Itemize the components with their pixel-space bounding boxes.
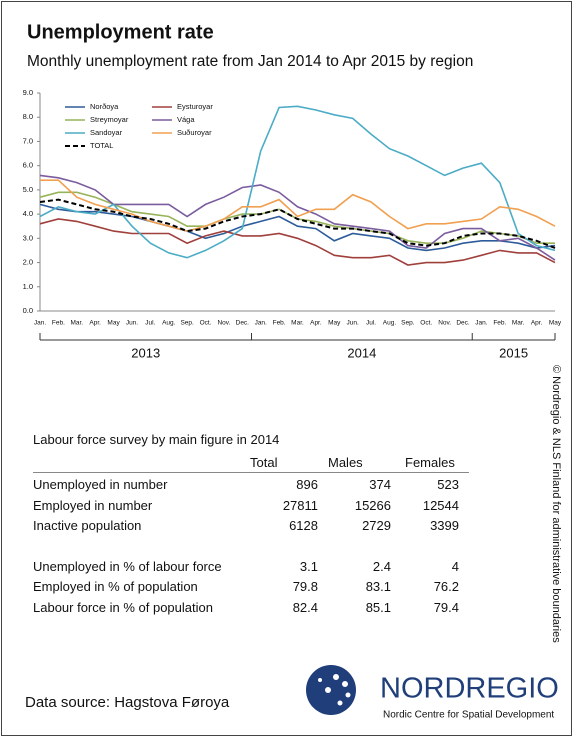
x-tick-label: Feb. — [493, 320, 506, 327]
x-tick-label: Sep. — [180, 320, 194, 327]
table-cell: 2729 — [362, 518, 391, 533]
table-cell: 79.8 — [292, 579, 318, 594]
table-cell: 82.4 — [292, 599, 318, 615]
table-title: Labour force survey by main figure in 20… — [33, 432, 280, 447]
legend-label: Sandoyar — [90, 128, 123, 137]
logo-name: NORDREGIO — [380, 673, 559, 705]
table-cell: 12544 — [422, 497, 459, 513]
logo-emblem — [306, 665, 356, 715]
x-tick-label: Dec. — [456, 320, 470, 327]
series-line — [39, 191, 555, 244]
column-header: Total — [250, 455, 278, 470]
x-tick-label: Jan. — [255, 320, 267, 327]
x-tick-label: Mar. — [512, 320, 525, 327]
series-line — [39, 198, 556, 249]
row-label: Labour force in % of population — [33, 599, 213, 615]
series-line — [39, 218, 556, 266]
table-cell: 3399 — [430, 518, 459, 533]
table-cell: 6128 — [289, 518, 318, 533]
year-label: 2013 — [131, 345, 160, 360]
y-tick-label: 1.0 — [23, 282, 33, 291]
legend-label: Suðuroyar — [177, 128, 212, 137]
column-header: Females — [405, 455, 455, 470]
chart-subtitle: Monthly unemployment rate from Jan 2014 … — [27, 53, 473, 70]
table-cell: 83.1 — [365, 579, 391, 594]
row-label: Unemployed in % of labour force — [33, 558, 222, 574]
logo-tagline: Nordic Centre for Spatial Development — [383, 710, 554, 721]
table-cell: 76.2 — [433, 579, 459, 594]
legend-label: Eysturoyar — [177, 102, 213, 111]
y-tick-label: 8.0 — [23, 112, 33, 121]
y-tick-label: 4.0 — [23, 209, 33, 218]
table-cell: 896 — [296, 477, 318, 492]
table-cell: 27811 — [282, 497, 318, 513]
x-tick-label: Jun. — [126, 320, 138, 327]
legend-label: Norðoya — [90, 102, 119, 111]
table-cell: 4 — [451, 558, 459, 574]
x-tick-label: Apr. — [531, 320, 543, 327]
row-label: Inactive population — [33, 518, 142, 533]
x-tick-label: Jan. — [475, 320, 487, 327]
y-tick-label: 0.0 — [23, 306, 33, 315]
table-cell: 15266 — [354, 497, 391, 513]
series-line — [40, 179, 556, 232]
source: Data source: Hagstova Føroya — [25, 694, 230, 711]
x-tick-label: May — [107, 320, 120, 327]
year-label: 2014 — [347, 345, 376, 360]
x-tick-label: Nov. — [217, 320, 230, 327]
legend-label: Vága — [177, 115, 195, 124]
copyright: © Nordregio & NLS Finland for administra… — [550, 365, 562, 643]
y-tick-label: 2.0 — [23, 258, 33, 267]
y-tick-label: 3.0 — [23, 233, 33, 242]
x-tick-label: Mar. — [70, 320, 83, 327]
x-tick-label: Dec. — [236, 320, 250, 327]
x-tick-label: Mar. — [291, 320, 304, 327]
column-header: Males — [328, 455, 363, 470]
table-cell: 374 — [369, 477, 391, 492]
y-tick-label: 6.0 — [23, 161, 33, 170]
x-tick-label: Sep. — [401, 320, 415, 327]
x-tick-label: Feb. — [52, 320, 65, 327]
x-tick-label: Oct. — [200, 320, 212, 327]
row-label: Employed in number — [33, 497, 153, 513]
table-cell: 79.4 — [433, 599, 459, 615]
y-tick-label: 9.0 — [23, 88, 33, 97]
x-tick-label: Apr. — [89, 320, 101, 327]
table-cell: 2.4 — [372, 558, 391, 574]
x-tick-label: Jun. — [347, 320, 359, 327]
x-tick-label: Aug. — [162, 320, 176, 327]
table-cell: 85.1 — [365, 599, 391, 615]
y-tick-label: 5.0 — [23, 185, 33, 194]
x-tick-label: Jul. — [366, 320, 376, 327]
series-line — [39, 174, 556, 261]
legend-label: TOTAL — [90, 141, 113, 150]
x-tick-label: Aug. — [383, 320, 397, 327]
legend-label: Streymoyar — [90, 115, 129, 124]
series-line — [39, 105, 556, 259]
chart-title: Unemployment rate — [27, 21, 214, 43]
x-tick-label: Nov. — [438, 320, 451, 327]
series-line — [39, 203, 556, 252]
table-cell: 523 — [437, 477, 459, 492]
row-label: Employed in % of population — [33, 579, 198, 594]
x-tick-label: May — [549, 320, 562, 327]
row-label: Unemployed in number — [33, 477, 168, 492]
x-tick-label: May — [328, 320, 341, 327]
x-tick-label: Feb. — [273, 320, 286, 327]
x-tick-label: Apr. — [310, 320, 322, 327]
x-tick-label: Jul. — [145, 320, 155, 327]
year-label: 2015 — [499, 345, 528, 360]
x-tick-label: Oct. — [420, 320, 432, 327]
table-rule — [33, 472, 469, 473]
x-tick-label: Jan. — [34, 320, 46, 327]
table-cell: 3.1 — [299, 558, 318, 574]
y-tick-label: 7.0 — [23, 136, 33, 145]
